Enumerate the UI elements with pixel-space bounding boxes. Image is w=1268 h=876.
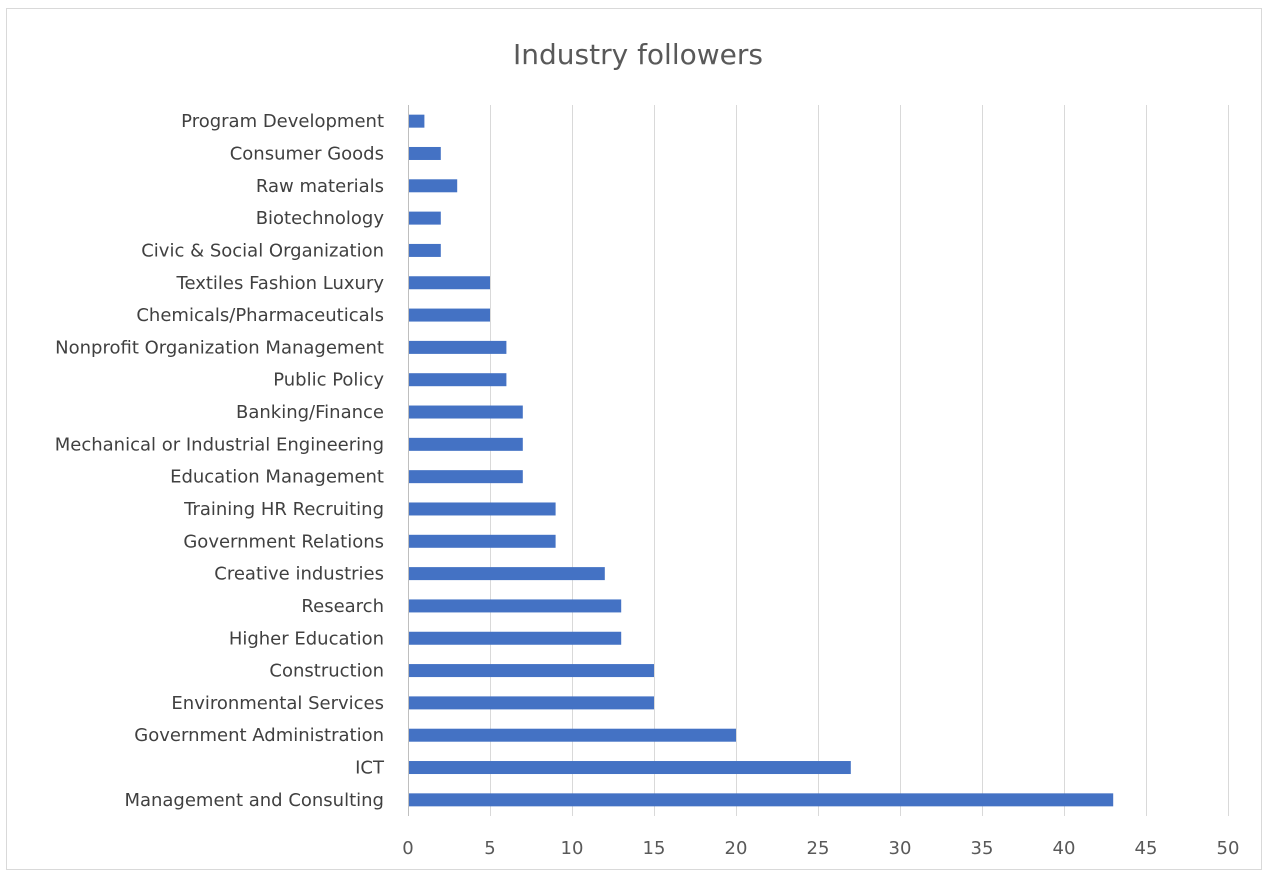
bar bbox=[409, 340, 507, 354]
category-label: Nonprofit Organization Management bbox=[55, 337, 384, 358]
x-tick-label: 10 bbox=[561, 838, 584, 859]
bar bbox=[409, 664, 654, 678]
category-label: Civic & Social Organization bbox=[141, 240, 384, 261]
category-label: Chemicals/Pharmaceuticals bbox=[136, 305, 384, 326]
category-label: Consumer Goods bbox=[230, 143, 384, 164]
bar bbox=[409, 761, 851, 775]
category-label: Raw materials bbox=[256, 176, 384, 197]
bar bbox=[409, 728, 736, 742]
category-label: Creative industries bbox=[214, 564, 384, 585]
category-label: Higher Education bbox=[229, 628, 384, 649]
bar bbox=[409, 502, 556, 516]
category-label: Management and Consulting bbox=[124, 790, 384, 811]
bar bbox=[409, 243, 441, 257]
bar bbox=[409, 276, 490, 290]
chart-title: Industry followers bbox=[513, 38, 763, 71]
x-tick-label: 25 bbox=[807, 838, 830, 859]
category-label: Banking/Finance bbox=[236, 402, 384, 423]
bar bbox=[409, 631, 622, 645]
x-tick-label: 40 bbox=[1053, 838, 1076, 859]
bar bbox=[409, 405, 523, 419]
category-label: Government Relations bbox=[183, 531, 384, 552]
x-tick-label: 30 bbox=[889, 838, 912, 859]
category-label: Education Management bbox=[170, 467, 384, 488]
bar bbox=[409, 114, 425, 128]
grid-layer bbox=[408, 105, 1229, 816]
bar bbox=[409, 567, 605, 581]
x-tick-label: 35 bbox=[971, 838, 994, 859]
bar bbox=[409, 599, 622, 613]
category-label: Government Administration bbox=[134, 725, 384, 746]
category-label: Program Development bbox=[181, 111, 384, 132]
bars-layer bbox=[409, 114, 1114, 807]
category-label: Environmental Services bbox=[171, 693, 384, 714]
category-label: Biotechnology bbox=[256, 208, 385, 229]
x-tick-label: 5 bbox=[484, 838, 495, 859]
bar bbox=[409, 146, 441, 160]
x-tick-label: 15 bbox=[643, 838, 666, 859]
bar bbox=[409, 211, 441, 225]
x-tick-label: 50 bbox=[1217, 838, 1240, 859]
x-tick-label: 20 bbox=[725, 838, 748, 859]
bar bbox=[409, 373, 507, 387]
bar bbox=[409, 437, 523, 451]
x-tick-label: 0 bbox=[402, 838, 413, 859]
category-label: Construction bbox=[269, 661, 384, 682]
category-label: Textiles Fashion Luxury bbox=[176, 273, 385, 294]
bar bbox=[409, 696, 654, 710]
x-axis-ticks: 0 5 10 15 20 25 30 35 40 45 50 bbox=[402, 838, 1239, 859]
category-label: Mechanical or Industrial Engineering bbox=[55, 434, 384, 455]
category-label: Research bbox=[301, 596, 384, 617]
x-tick-label: 45 bbox=[1135, 838, 1158, 859]
category-label: Public Policy bbox=[273, 370, 384, 391]
bar bbox=[409, 534, 556, 548]
category-label: ICT bbox=[355, 758, 385, 779]
bar bbox=[409, 793, 1114, 807]
bar bbox=[409, 470, 523, 484]
category-label: Training HR Recruiting bbox=[183, 499, 384, 520]
chart-frame bbox=[6, 8, 1262, 870]
bar bbox=[409, 179, 458, 193]
category-labels: Management and Consulting ICT Government A… bbox=[55, 111, 385, 811]
bar bbox=[409, 308, 490, 322]
